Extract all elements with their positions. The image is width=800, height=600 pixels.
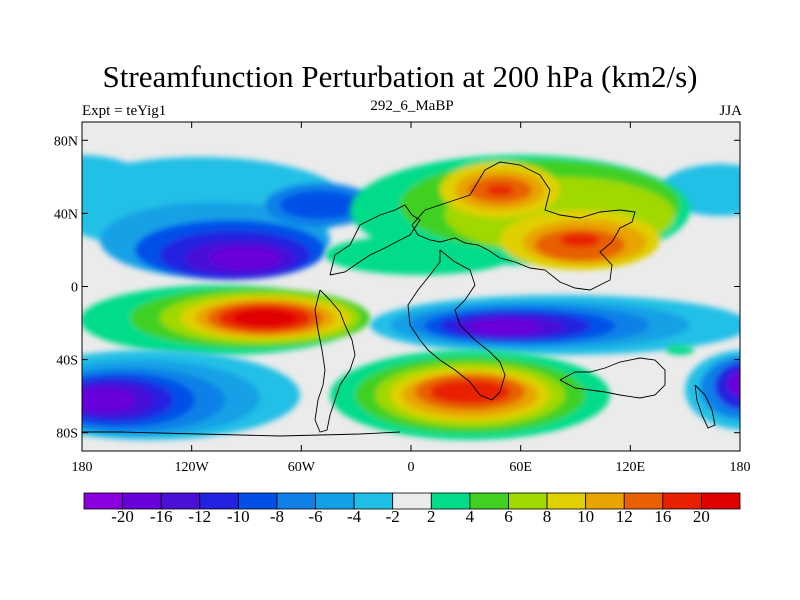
colorbar-label: -20 (111, 507, 134, 526)
colorbar (83, 492, 741, 510)
axes: 180 120W 60W 0 60E 120E 180 80N 40N 0 40S 80S (54, 122, 751, 475)
season-label: JJA (719, 103, 742, 119)
lon-tick-label: 60W (288, 460, 316, 475)
colorbar-label: 8 (542, 507, 552, 526)
contour-field (82, 122, 740, 451)
colorbar-swatch (701, 492, 741, 510)
lon-tick-label: 120E (616, 460, 646, 475)
colorbar-label: 6 (504, 507, 513, 526)
colorbar-label: -12 (188, 507, 212, 526)
lon-tick-label: 60E (509, 460, 532, 475)
lon-tick-label: 120W (175, 460, 210, 475)
colorbar-label: -4 (347, 507, 362, 526)
lat-tick-label: 40S (56, 354, 78, 369)
colorbar-label: 16 (654, 507, 672, 526)
lon-tick-label: 0 (408, 460, 415, 475)
colorbar-swatch (469, 492, 509, 510)
colorbar-label: 12 (615, 507, 633, 526)
colorbar-swatch (508, 492, 548, 510)
colorbar-label: -16 (149, 507, 173, 526)
coastline (82, 161, 716, 437)
colorbar-swatch (430, 492, 471, 510)
lon-tick-label: 180 (730, 460, 751, 475)
case-label: 292_6_MaBP (370, 98, 454, 114)
colorbar-label: -8 (269, 507, 285, 526)
lon-tick-label: 180 (72, 460, 93, 475)
lat-tick-label: 80N (54, 134, 78, 149)
lat-tick-label: 40N (54, 207, 78, 222)
lat-tick-label: 0 (71, 281, 78, 296)
colorbar-label: -6 (308, 507, 323, 526)
colorbar-label: 2 (427, 507, 436, 526)
map-title: Streamfunction Perturbation at 200 hPa (… (102, 59, 698, 94)
colorbar-label: 10 (577, 507, 595, 526)
colorbar-label: -10 (227, 507, 250, 526)
experiment-label: Expt = teYig1 (82, 103, 167, 119)
lat-tick-label: 80S (56, 427, 78, 442)
colorbar-label: 4 (465, 507, 475, 526)
colorbar-label: -2 (385, 507, 400, 526)
colorbar-label: 20 (692, 507, 710, 526)
